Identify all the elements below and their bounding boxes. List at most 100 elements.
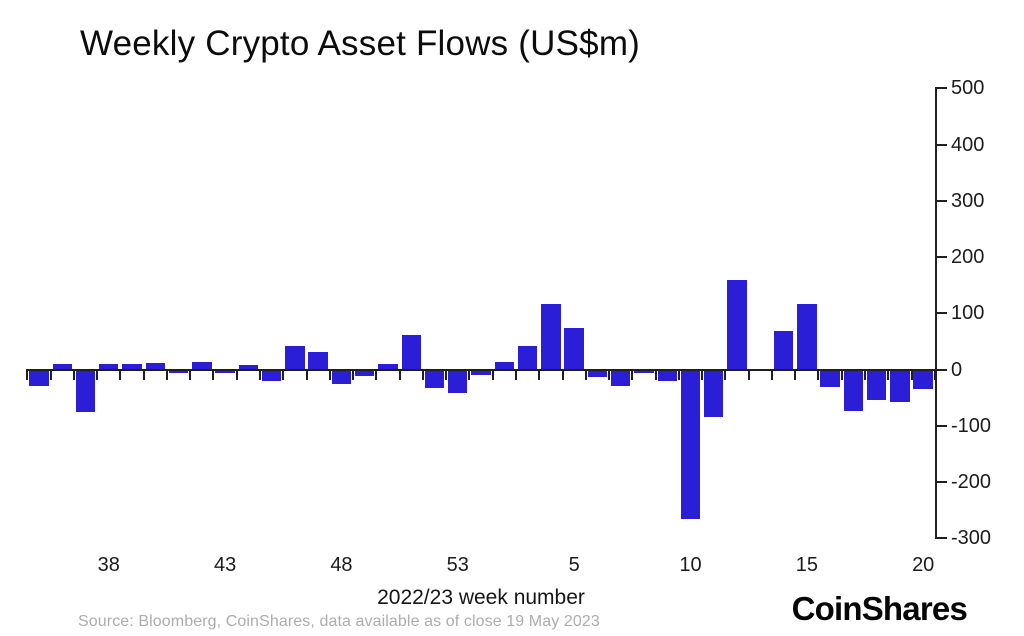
x-axis-label-15: 15 bbox=[795, 554, 818, 576]
bar-week-17 bbox=[843, 369, 864, 411]
bar-week-45 bbox=[261, 369, 282, 382]
x-axis-label-20: 20 bbox=[912, 554, 935, 576]
x-axis-tick bbox=[677, 370, 680, 380]
x-axis-tick bbox=[26, 370, 29, 380]
y-axis-tick bbox=[936, 312, 947, 315]
y-axis-tick bbox=[936, 481, 947, 483]
bar-week-20 bbox=[913, 369, 933, 389]
bar-week-35 bbox=[29, 369, 49, 386]
x-axis-tick bbox=[840, 370, 843, 380]
x-axis-tick bbox=[538, 370, 541, 380]
bar-week-1 bbox=[471, 369, 491, 376]
bar-week-5 bbox=[564, 327, 584, 370]
bar-week-52 bbox=[424, 369, 445, 389]
y-axis-label-500: 500 bbox=[951, 77, 985, 100]
y-axis-spine bbox=[935, 87, 937, 540]
bar-week-12 bbox=[727, 279, 747, 370]
x-axis-tick bbox=[608, 370, 611, 380]
bar-week-18 bbox=[866, 369, 887, 401]
x-axis-zero-line bbox=[26, 368, 937, 371]
x-axis-tick bbox=[235, 370, 238, 380]
x-axis-label-10: 10 bbox=[679, 554, 702, 576]
bar-week-50 bbox=[378, 364, 398, 370]
bar-week-38 bbox=[99, 363, 119, 370]
x-axis-tick bbox=[701, 370, 704, 380]
x-axis-tick bbox=[561, 370, 564, 380]
bar-week-40 bbox=[145, 363, 165, 370]
y-axis-tick bbox=[936, 199, 947, 202]
bar-week-16 bbox=[820, 369, 840, 387]
y-axis-label-0: 0 bbox=[951, 358, 963, 381]
bar-week-44 bbox=[238, 365, 259, 370]
x-axis-tick bbox=[794, 370, 797, 380]
x-axis-tick bbox=[142, 370, 145, 380]
x-axis-tick bbox=[887, 370, 890, 380]
bar-week-42 bbox=[192, 361, 212, 370]
x-axis-tick bbox=[864, 370, 867, 380]
x-axis-tick bbox=[259, 370, 261, 380]
bar-week-47 bbox=[308, 352, 328, 370]
bar-week-9 bbox=[657, 369, 677, 382]
bar-week-46 bbox=[285, 346, 305, 370]
bar-week-41 bbox=[168, 369, 189, 374]
x-axis-tick bbox=[910, 370, 913, 380]
y-axis-tick bbox=[936, 143, 947, 146]
x-axis-tick bbox=[72, 370, 75, 380]
x-axis-tick bbox=[724, 370, 727, 380]
y-axis-label--200: -200 bbox=[951, 471, 992, 493]
x-axis-tick bbox=[421, 370, 424, 380]
bar-week-49 bbox=[355, 369, 375, 376]
bar-week-53 bbox=[448, 369, 468, 394]
x-axis-tick bbox=[282, 370, 285, 380]
bar-week-43 bbox=[215, 369, 235, 373]
bar-week-19 bbox=[890, 369, 910, 402]
bar-week-11 bbox=[704, 369, 724, 418]
y-axis-label--300: -300 bbox=[951, 527, 992, 550]
x-axis-tick bbox=[770, 370, 773, 380]
x-axis-tick bbox=[491, 370, 494, 380]
x-axis-tick bbox=[352, 370, 355, 380]
y-axis-tick bbox=[936, 256, 947, 258]
x-axis-tick bbox=[212, 370, 215, 380]
x-axis-label-43: 43 bbox=[213, 554, 237, 576]
y-axis-label-400: 400 bbox=[951, 133, 985, 156]
x-axis-tick bbox=[584, 370, 587, 380]
x-axis-tick bbox=[96, 370, 99, 380]
x-axis-tick bbox=[514, 370, 517, 380]
y-axis-label--100: -100 bbox=[951, 414, 992, 437]
y-axis-tick bbox=[936, 537, 947, 540]
bar-week-51 bbox=[401, 334, 421, 370]
y-axis-tick bbox=[936, 424, 947, 427]
x-axis-tick bbox=[747, 370, 750, 380]
source-note: Source: Bloomberg, CoinShares, data avai… bbox=[78, 613, 600, 630]
x-axis-tick bbox=[375, 370, 378, 380]
bar-week-10 bbox=[680, 369, 701, 519]
bar-week-6 bbox=[587, 369, 608, 377]
x-axis-tick bbox=[445, 370, 448, 380]
x-axis-tick bbox=[305, 370, 308, 380]
x-axis-tick bbox=[654, 370, 657, 380]
bar-week-15 bbox=[797, 304, 817, 370]
x-axis-tick bbox=[817, 370, 820, 380]
x-axis-tick bbox=[189, 370, 192, 380]
bar-week-4 bbox=[541, 304, 561, 370]
x-axis-label-5: 5 bbox=[568, 554, 580, 576]
x-axis-tick bbox=[631, 370, 634, 380]
bar-week-14 bbox=[773, 331, 794, 370]
y-axis-label-300: 300 bbox=[951, 189, 985, 212]
bar-week-39 bbox=[122, 364, 142, 370]
x-axis-label-53: 53 bbox=[446, 554, 469, 576]
x-axis-tick bbox=[933, 370, 936, 380]
x-axis-label-48: 48 bbox=[330, 554, 353, 576]
bar-week-8 bbox=[634, 369, 654, 374]
bar-week-36 bbox=[52, 363, 72, 370]
bar-week-2 bbox=[494, 362, 515, 370]
x-axis-tick bbox=[119, 370, 122, 380]
x-axis-label-38: 38 bbox=[97, 554, 120, 576]
x-axis-tick bbox=[165, 370, 168, 380]
x-axis-tick bbox=[398, 370, 401, 380]
bar-week-48 bbox=[331, 369, 352, 385]
bar-week-3 bbox=[517, 346, 538, 370]
chart-title: Weekly Crypto Asset Flows (US$m) bbox=[80, 24, 641, 63]
